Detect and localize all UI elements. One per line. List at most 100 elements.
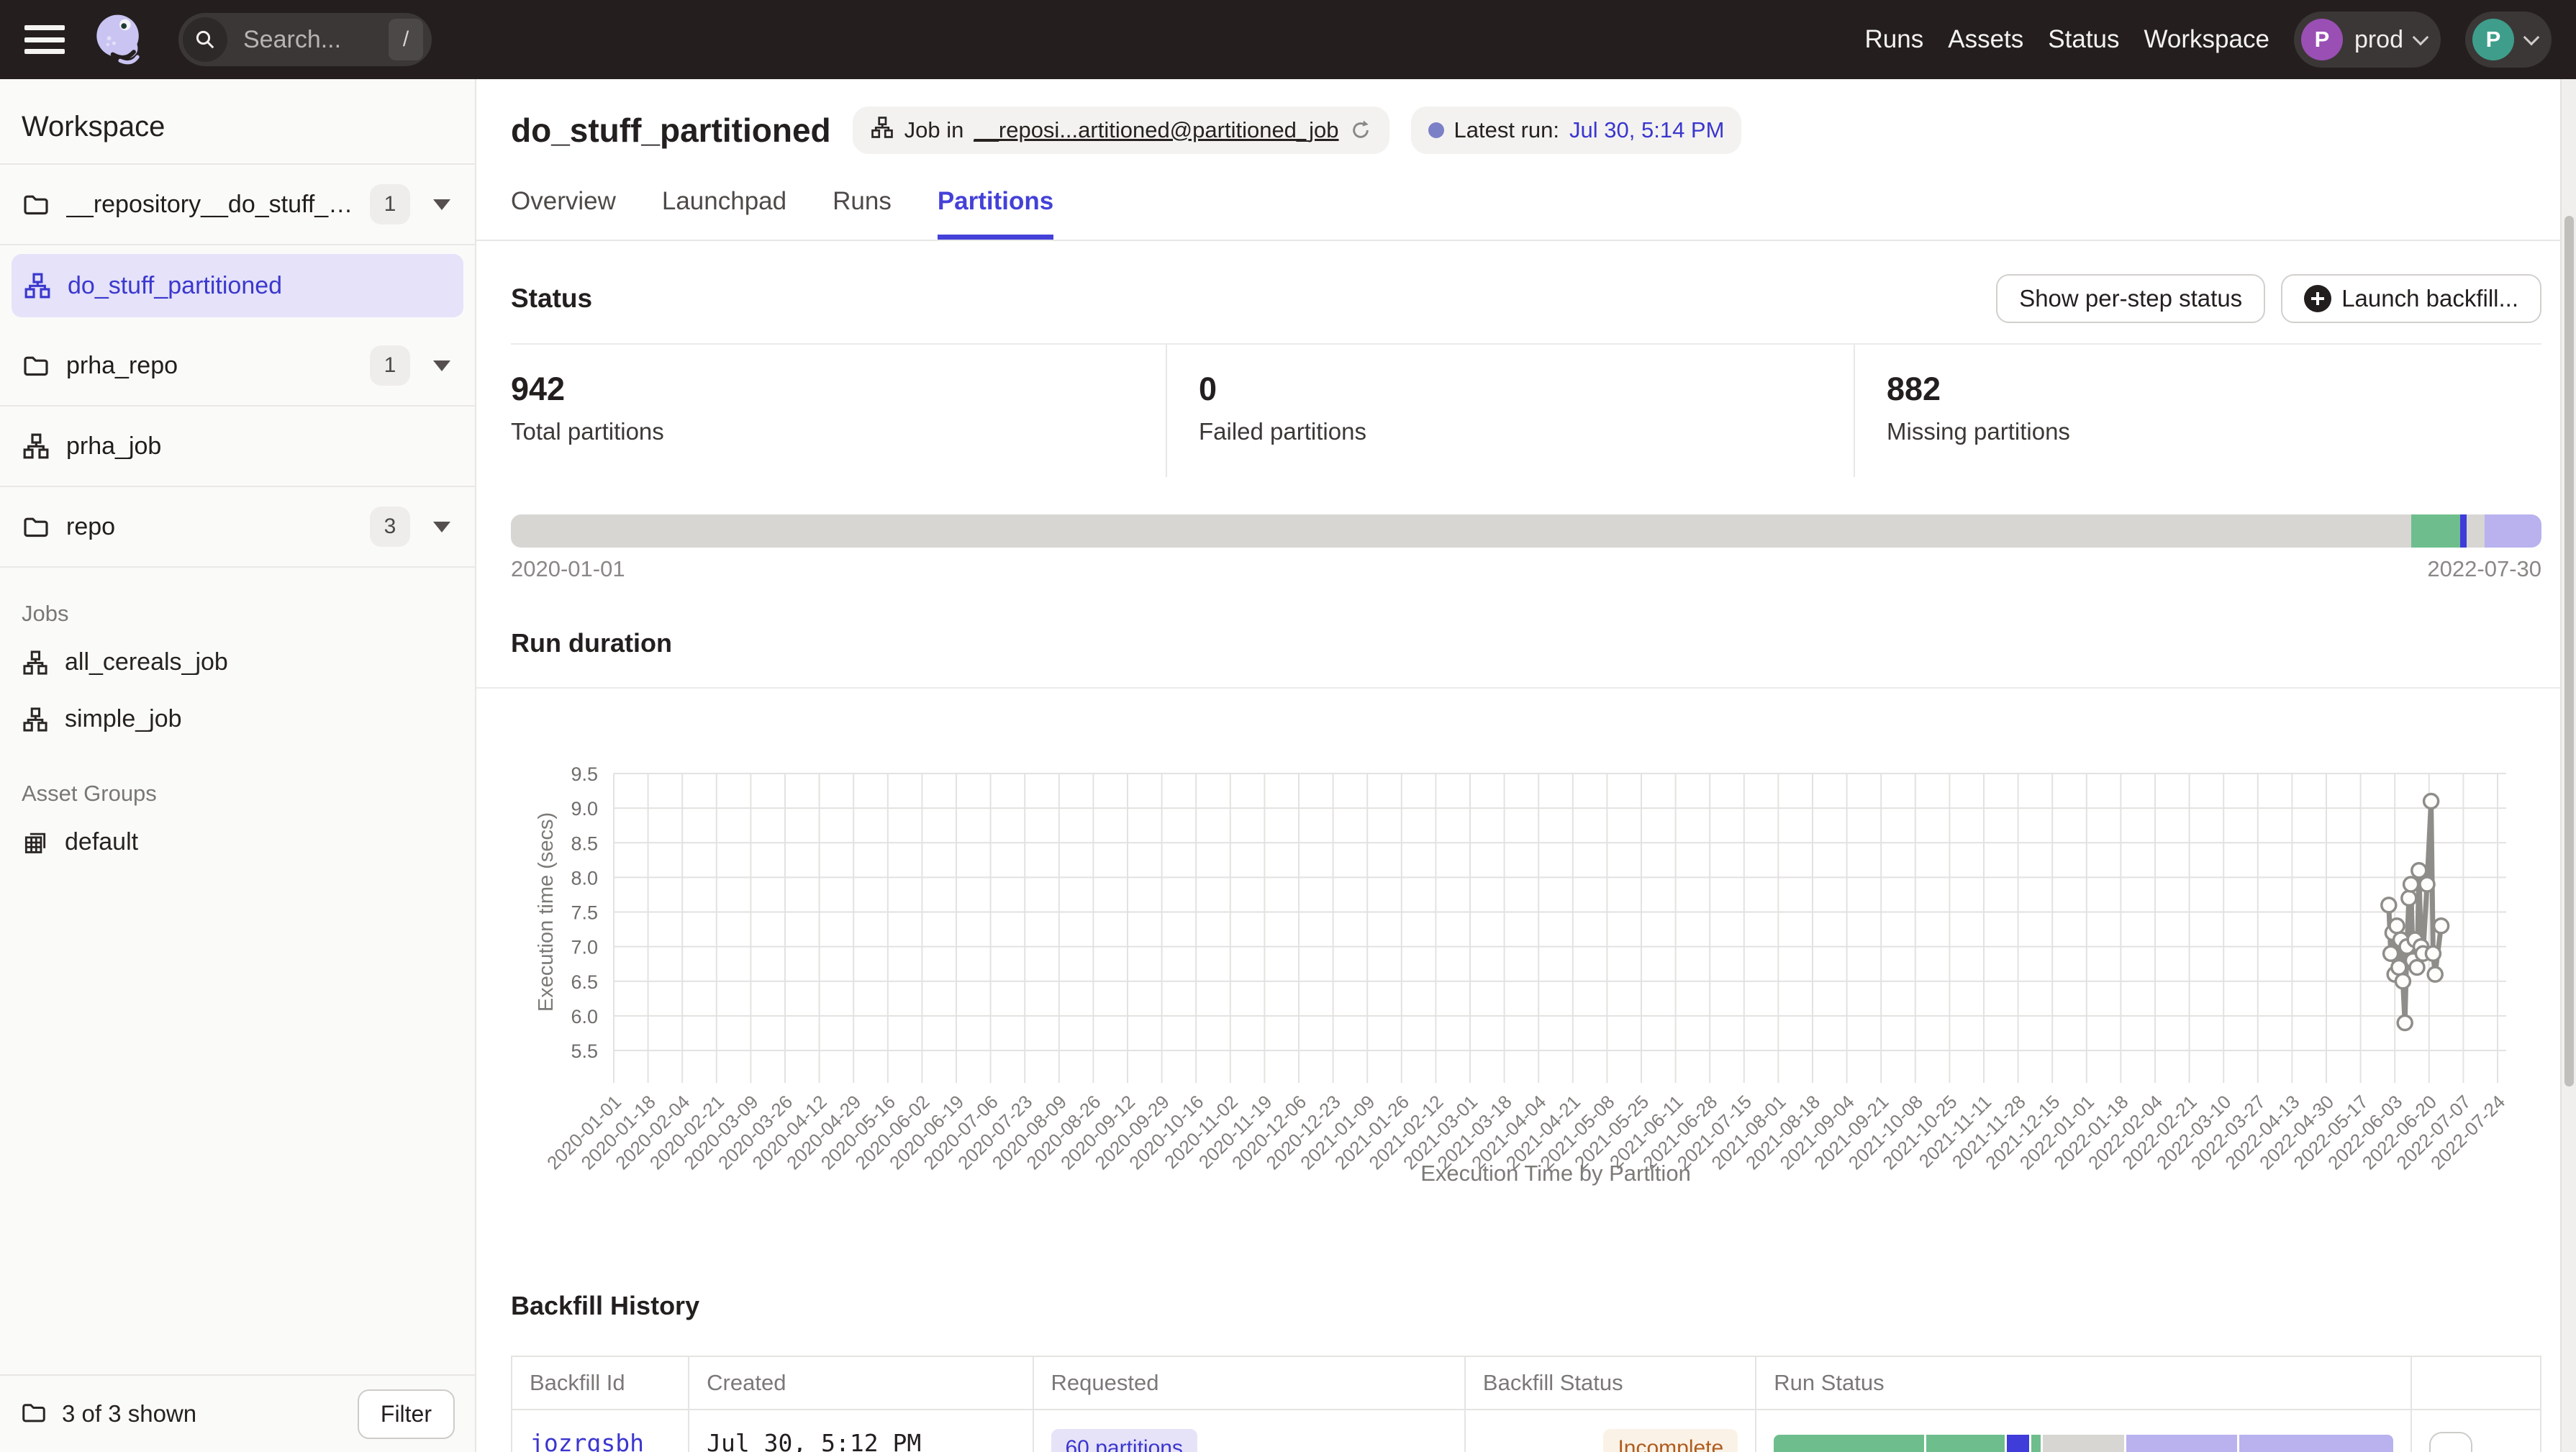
vertical-scrollbar[interactable] [2560,79,2576,1452]
segment-lavender [2239,1435,2393,1452]
run-duration-chart-svg: 9.59.08.58.07.57.06.56.05.5Execution tim… [511,729,2541,1195]
svg-text:Execution time (secs): Execution time (secs) [535,812,558,1012]
jobs-section-label: Jobs [0,568,475,634]
launch-backfill-button[interactable]: Launch backfill... [2281,274,2541,323]
folder-icon [22,190,50,219]
filter-button[interactable]: Filter [358,1389,455,1439]
segment-blue_stripe [2460,514,2466,548]
sidebar-item-label: prha_repo [66,352,354,380]
segment-blue_stripe [2007,1435,2029,1452]
data-point [2382,898,2396,912]
shown-count-text: 3 of 3 shown [62,1400,196,1428]
svg-text:Execution Time by Partition: Execution Time by Partition [1420,1161,1691,1186]
column-header-backfill-id: Backfill Id [512,1356,689,1410]
sidebar-title: Workspace [0,79,475,163]
backfill-id-link[interactable]: jozrgsbh [530,1429,644,1452]
data-point [2428,967,2442,981]
latest-run-badge: Latest run: Jul 30, 5:14 PM [1411,106,1742,154]
top-nav-bar: Search... / Runs Assets Status Workspace P … [0,0,2576,79]
stat-label: Failed partitions [1199,418,1854,445]
chevron-down-icon [2523,30,2540,46]
asset-groups-section-label: Asset Groups [0,748,475,814]
sidebar-footer: 3 of 3 shown Filter [0,1374,475,1452]
job-graph-icon [22,432,50,460]
backfill-status-badge: Incomplete [1603,1429,1738,1452]
asset-group-icon [22,829,49,856]
data-point [2410,961,2424,975]
page-header: do_stuff_partitioned Job in __reposi...a… [511,79,2541,154]
sidebar-item-prha-job[interactable]: prha_job [0,407,475,487]
sidebar-item-prha-repo[interactable]: prha_repo1 [0,326,475,407]
sidebar-item-label: do_stuff_partitioned [68,272,449,300]
user-avatar: P [2472,19,2514,60]
deployment-avatar: P [2301,19,2343,60]
tab-runs[interactable]: Runs [833,187,892,240]
show-per-step-status-button[interactable]: Show per-step status [1996,274,2265,323]
job-label: all_cereals_job [65,648,228,676]
latest-run-label: Latest run: [1454,117,1559,143]
column-header-actions [2411,1356,2541,1410]
latest-run-link[interactable]: Jul 30, 5:14 PM [1569,117,1724,143]
run-status-dot [1428,122,1444,138]
caret-down-icon[interactable] [433,199,450,210]
data-point [2424,794,2439,809]
svg-text:9.0: 9.0 [571,798,598,820]
svg-text:8.5: 8.5 [571,832,598,854]
asset-group-label: default [65,828,138,856]
data-point [2434,919,2449,933]
data-point [2412,863,2426,878]
scrollbar-thumb[interactable] [2564,216,2574,1086]
tab-launchpad[interactable]: Launchpad [662,187,786,240]
hamburger-menu-icon[interactable] [24,24,65,55]
stat-value: 882 [1887,371,2541,408]
nav-link-assets[interactable]: Assets [1948,25,2023,54]
caret-down-icon[interactable] [433,522,450,532]
nav-link-workspace[interactable]: Workspace [2144,25,2269,54]
divider [476,687,2576,689]
data-point [2384,946,2398,961]
sidebar-item-repo[interactable]: repo3 [0,487,475,568]
page-title: do_stuff_partitioned [511,111,831,150]
segment-lavender [2126,1435,2238,1452]
caret-down-icon[interactable] [433,360,450,371]
backfill-history-heading: Backfill History [511,1291,2541,1321]
column-header-created: Created [689,1356,1033,1410]
stat-failed-partitions: 0 Failed partitions [1166,345,1854,477]
segment-green [2031,1435,2041,1452]
dagster-logo-icon[interactable] [89,9,151,71]
job-graph-icon [870,115,894,145]
requested-partitions-badge[interactable]: 60 partitions [1051,1429,1197,1452]
run-duration-heading: Run duration [511,628,2541,658]
search-shortcut-key: / [389,19,423,60]
nav-link-status[interactable]: Status [2048,25,2119,54]
jobs-list: all_cereals_job simple_job [0,634,475,748]
sidebar-item-do-stuff-partitioned[interactable]: do_stuff_partitioned [12,254,463,317]
sidebar-job-simple_job[interactable]: simple_job [0,691,475,748]
folder-icon [22,512,50,541]
tab-overview[interactable]: Overview [511,187,616,240]
sidebar-item--repository-do-stuff-partitio-[interactable]: __repository__do_stuff_partitio...1 [0,165,475,245]
refresh-icon[interactable] [1349,119,1372,142]
stat-missing-partitions: 882 Missing partitions [1854,345,2541,477]
user-menu[interactable]: P [2465,12,2552,68]
segment-lavender [2485,514,2541,548]
global-search[interactable]: Search... / [178,13,432,66]
sidebar-job-all_cereals_job[interactable]: all_cereals_job [0,634,475,691]
expand-row-button[interactable] [2429,1432,2472,1452]
folder-icon [22,351,50,380]
deployment-switcher[interactable]: P prod [2294,12,2441,68]
job-graph-icon [22,649,49,676]
sidebar-asset-group-default[interactable]: default [0,814,475,871]
column-header-backfill-status: Backfill Status [1465,1356,1756,1410]
item-count-badge: 1 [370,184,410,224]
job-tabs: Overview Launchpad Runs Partitions [476,187,2576,241]
tab-partitions[interactable]: Partitions [938,187,1053,240]
stat-label: Missing partitions [1887,418,2541,445]
data-point [2402,891,2416,905]
folder-icon [20,1399,47,1430]
job-origin-link[interactable]: __reposi...artitioned@partitioned_job [974,117,1338,143]
search-icon [183,17,227,62]
nav-link-runs[interactable]: Runs [1865,25,1924,54]
table-header-row: Backfill IdCreatedRequestedBackfill Stat… [512,1356,2541,1410]
search-placeholder: Search... [243,26,389,54]
